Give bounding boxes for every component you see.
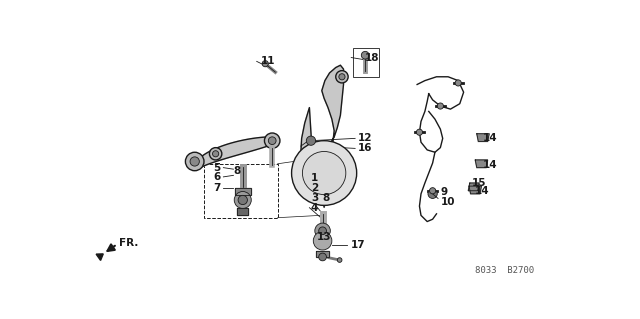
Circle shape — [337, 258, 342, 262]
Polygon shape — [301, 65, 344, 165]
Polygon shape — [235, 189, 250, 195]
Polygon shape — [200, 137, 272, 168]
Circle shape — [336, 70, 348, 83]
Circle shape — [313, 232, 332, 250]
Circle shape — [212, 151, 219, 157]
Text: 15: 15 — [472, 178, 486, 188]
Circle shape — [339, 74, 345, 80]
Bar — [353, 48, 379, 77]
Polygon shape — [469, 186, 481, 194]
Polygon shape — [96, 254, 103, 260]
Circle shape — [292, 141, 356, 205]
Circle shape — [190, 157, 199, 166]
Text: 8033  B2700: 8033 B2700 — [476, 266, 534, 275]
Text: 1: 1 — [311, 174, 318, 183]
Circle shape — [437, 103, 444, 109]
Text: 8: 8 — [234, 166, 241, 176]
Circle shape — [429, 188, 436, 194]
Text: 3: 3 — [311, 193, 318, 203]
Circle shape — [319, 253, 326, 261]
Text: 10: 10 — [440, 197, 455, 207]
Circle shape — [238, 195, 248, 204]
Text: 11: 11 — [260, 56, 275, 66]
Text: 14: 14 — [483, 133, 498, 143]
Polygon shape — [294, 158, 311, 186]
Polygon shape — [316, 251, 329, 257]
Text: 13: 13 — [316, 232, 331, 242]
Polygon shape — [237, 208, 248, 215]
Text: 6: 6 — [213, 172, 221, 182]
Circle shape — [455, 80, 461, 86]
Circle shape — [262, 61, 268, 67]
Circle shape — [417, 129, 422, 135]
Circle shape — [186, 152, 204, 171]
Text: 2: 2 — [311, 183, 318, 193]
Polygon shape — [468, 183, 479, 191]
Polygon shape — [315, 186, 328, 208]
Circle shape — [428, 189, 437, 198]
Text: FR.: FR. — [119, 238, 138, 248]
Circle shape — [307, 136, 316, 145]
Text: 8: 8 — [323, 193, 330, 203]
Polygon shape — [476, 160, 488, 168]
Text: 5: 5 — [213, 163, 221, 173]
Text: 4: 4 — [311, 203, 318, 213]
Text: 18: 18 — [365, 53, 380, 63]
Text: 9: 9 — [440, 187, 447, 197]
Circle shape — [209, 148, 222, 160]
Text: 17: 17 — [351, 240, 366, 250]
Text: 16: 16 — [358, 143, 372, 153]
Text: 14: 14 — [483, 160, 498, 170]
Circle shape — [319, 227, 326, 235]
Circle shape — [234, 191, 252, 208]
Circle shape — [315, 223, 330, 239]
Text: 12: 12 — [358, 133, 372, 143]
Polygon shape — [477, 134, 489, 141]
Circle shape — [264, 133, 280, 148]
Text: 7: 7 — [213, 183, 221, 193]
Bar — [204, 164, 278, 218]
Circle shape — [362, 51, 369, 59]
Text: 14: 14 — [476, 186, 490, 196]
Circle shape — [303, 152, 346, 195]
Circle shape — [268, 137, 276, 145]
